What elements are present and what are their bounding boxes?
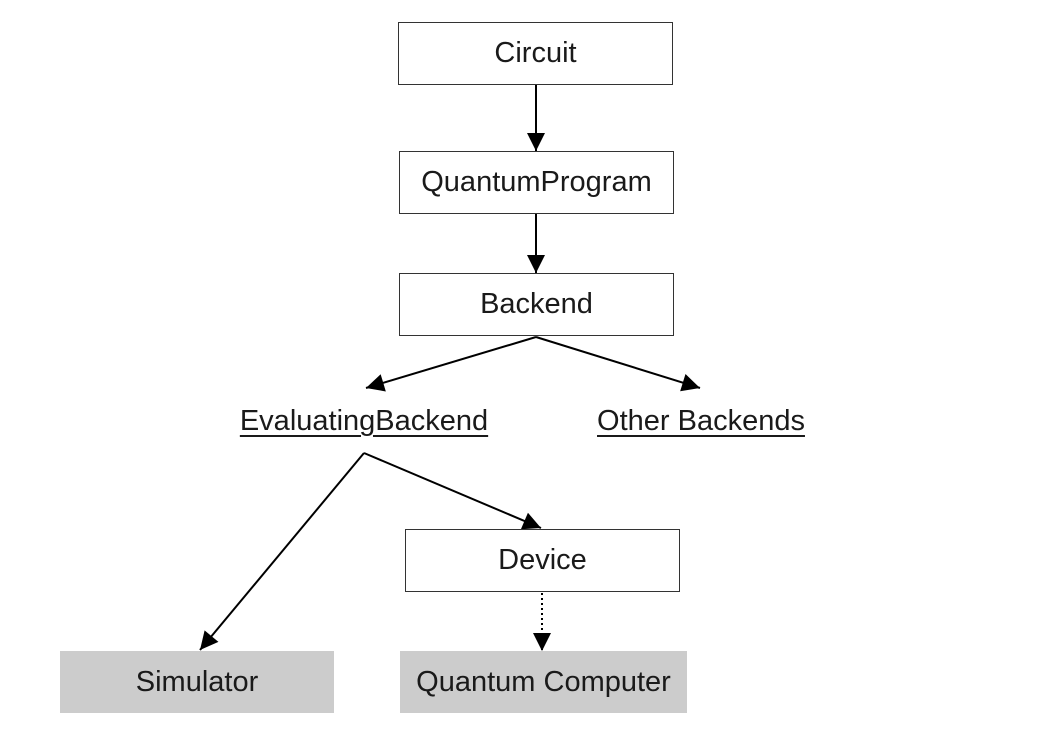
node-quantum-program-label: QuantumProgram bbox=[421, 166, 652, 198]
node-simulator: Simulator bbox=[60, 651, 334, 713]
node-device: Device bbox=[405, 529, 680, 592]
node-evaluating-backend: EvaluatingBackend bbox=[222, 398, 506, 444]
node-quantum-computer-label: Quantum Computer bbox=[416, 665, 671, 698]
node-simulator-label: Simulator bbox=[135, 665, 259, 698]
node-backend-label: Backend bbox=[480, 288, 593, 320]
edge-evaluatingbackend-to-simulator bbox=[199, 452, 365, 651]
edge-backend-to-evaluatingbackend bbox=[365, 336, 537, 392]
node-other-backends: Other Backends bbox=[580, 398, 822, 444]
node-backend: Backend bbox=[399, 273, 674, 336]
edge-evaluatingbackend-to-device bbox=[363, 452, 542, 530]
node-quantum-computer: Quantum Computer bbox=[400, 651, 687, 713]
node-other-backends-label: Other Backends bbox=[597, 404, 805, 437]
node-evaluating-backend-label: EvaluatingBackend bbox=[239, 404, 489, 437]
edge-backend-to-otherbackends bbox=[535, 336, 701, 392]
node-quantum-program: QuantumProgram bbox=[399, 151, 674, 214]
node-circuit: Circuit bbox=[398, 22, 673, 85]
node-device-label: Device bbox=[498, 544, 587, 576]
node-circuit-label: Circuit bbox=[494, 37, 577, 69]
